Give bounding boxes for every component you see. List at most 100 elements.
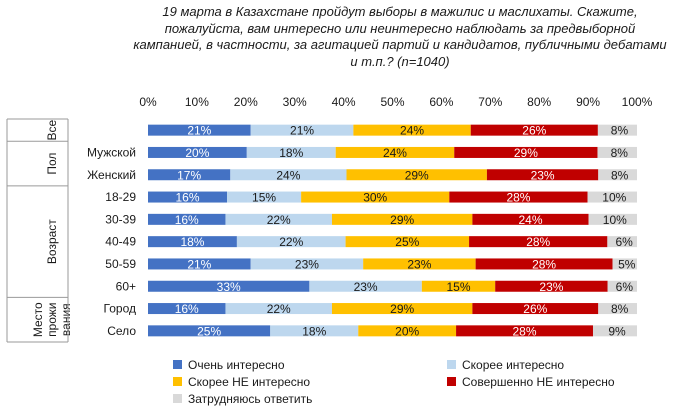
bar-segment bbox=[148, 146, 247, 158]
bar-segment bbox=[353, 124, 471, 136]
data-label: 24% bbox=[383, 146, 407, 160]
data-label: 5% bbox=[618, 257, 636, 271]
data-label: 8% bbox=[611, 124, 629, 138]
bar-segment bbox=[246, 146, 336, 158]
data-label: 16% bbox=[175, 213, 199, 227]
bar-segment bbox=[331, 213, 473, 225]
bar-segment bbox=[592, 325, 637, 337]
data-label: 18% bbox=[180, 235, 204, 249]
data-label: 18% bbox=[279, 146, 303, 160]
row-label: 30-39 bbox=[105, 212, 136, 226]
data-label: 23% bbox=[539, 280, 563, 294]
bar-segment bbox=[587, 191, 637, 203]
legend-swatch bbox=[447, 377, 456, 386]
bar-segment bbox=[588, 213, 637, 225]
x-tick-label: 50% bbox=[380, 95, 404, 109]
data-label: 22% bbox=[267, 302, 291, 316]
data-label: 33% bbox=[217, 280, 241, 294]
data-label: 24% bbox=[276, 168, 300, 182]
data-label: 8% bbox=[611, 168, 629, 182]
legend-label: Совершенно НЕ интересно bbox=[462, 375, 615, 389]
x-tick-label: 90% bbox=[576, 95, 600, 109]
x-tick-label: 30% bbox=[283, 95, 307, 109]
legend-swatch bbox=[173, 360, 182, 369]
data-label: 18% bbox=[302, 324, 326, 338]
data-label: 22% bbox=[279, 235, 303, 249]
data-label: 28% bbox=[532, 257, 556, 271]
data-label: 28% bbox=[526, 235, 550, 249]
bar-segment bbox=[148, 325, 271, 337]
x-tick-label: 70% bbox=[478, 95, 502, 109]
bar-segment bbox=[225, 213, 332, 225]
data-label: 26% bbox=[523, 302, 547, 316]
row-label: 18-29 bbox=[105, 190, 136, 204]
row-label: Село bbox=[107, 324, 136, 338]
bar-segment bbox=[469, 236, 608, 248]
legend-swatch bbox=[447, 360, 456, 369]
group-label: Пол bbox=[45, 153, 59, 175]
data-label: 28% bbox=[506, 191, 530, 205]
bar-segment bbox=[472, 303, 599, 315]
data-label: 10% bbox=[602, 191, 626, 205]
row-label: 40-49 bbox=[105, 235, 136, 249]
data-label: 10% bbox=[603, 213, 627, 227]
data-label: 21% bbox=[187, 124, 211, 138]
data-label: 28% bbox=[513, 324, 537, 338]
bar-segment bbox=[236, 236, 346, 248]
data-label: 24% bbox=[400, 124, 424, 138]
bar-segment bbox=[472, 213, 589, 225]
data-label: 20% bbox=[185, 146, 209, 160]
data-label: 26% bbox=[522, 124, 546, 138]
bar-segment bbox=[358, 325, 457, 337]
data-label: 8% bbox=[611, 302, 629, 316]
x-tick-label: 60% bbox=[429, 95, 453, 109]
data-label: 25% bbox=[395, 235, 419, 249]
bar-segment bbox=[454, 146, 598, 158]
data-label: 16% bbox=[175, 191, 199, 205]
bar-segment bbox=[597, 146, 637, 158]
bar-segment bbox=[148, 236, 237, 248]
bar-segment bbox=[148, 169, 231, 181]
data-label: 29% bbox=[390, 213, 414, 227]
legend-swatch bbox=[173, 394, 182, 403]
data-label: 21% bbox=[290, 124, 314, 138]
legend-label: Скорее НЕ интересно bbox=[188, 375, 311, 389]
bar-segment bbox=[495, 280, 608, 292]
bar-segment bbox=[607, 236, 637, 248]
bar-segment bbox=[598, 303, 637, 315]
bar-segment bbox=[227, 191, 302, 203]
x-tick-label: 0% bbox=[139, 95, 157, 109]
data-label: 9% bbox=[608, 324, 626, 338]
group-label: вания bbox=[59, 303, 73, 336]
legend-label: Затрудняюсь ответить bbox=[188, 392, 313, 406]
bar-segment bbox=[250, 258, 364, 270]
data-label: 15% bbox=[446, 280, 470, 294]
legend-item: Очень интересно bbox=[173, 358, 285, 372]
bar-segment bbox=[363, 258, 476, 270]
bar-segment bbox=[346, 169, 487, 181]
group-label: прожи bbox=[45, 302, 59, 336]
bar-segment bbox=[301, 191, 450, 203]
legend-swatch bbox=[173, 377, 182, 386]
row-label: Город bbox=[104, 302, 136, 316]
bar-segment bbox=[456, 325, 593, 337]
data-label: 17% bbox=[177, 168, 201, 182]
bar-segment bbox=[421, 280, 496, 292]
chart-title: 19 марта в Казахстане пройдут выборы в м… bbox=[133, 4, 667, 69]
legend-item: Совершенно НЕ интересно bbox=[447, 375, 615, 389]
bar-segment bbox=[607, 280, 637, 292]
bar-segment bbox=[309, 280, 422, 292]
bar-segment bbox=[148, 213, 226, 225]
x-tick-label: 100% bbox=[622, 95, 653, 109]
data-label: 15% bbox=[252, 191, 276, 205]
x-tick-label: 10% bbox=[185, 95, 209, 109]
data-label: 20% bbox=[395, 324, 419, 338]
row-label: Женский bbox=[87, 168, 136, 182]
bar-segment bbox=[148, 303, 226, 315]
data-label: 23% bbox=[407, 257, 431, 271]
bar-segment bbox=[225, 303, 332, 315]
legend-item: Скорее НЕ интересно bbox=[173, 375, 310, 389]
row-label: 60+ bbox=[116, 279, 136, 293]
bar-segment bbox=[230, 169, 347, 181]
data-label: 29% bbox=[405, 168, 429, 182]
